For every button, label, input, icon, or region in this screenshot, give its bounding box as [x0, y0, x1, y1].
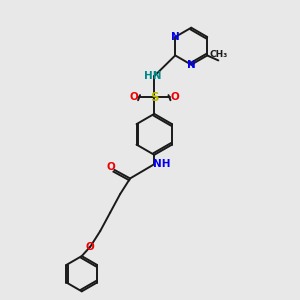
- Text: S: S: [150, 91, 158, 104]
- Text: O: O: [107, 162, 116, 172]
- Text: O: O: [85, 242, 94, 252]
- Text: O: O: [171, 92, 179, 102]
- Text: NH: NH: [153, 159, 171, 169]
- Text: O: O: [129, 92, 138, 102]
- Text: HN: HN: [144, 71, 162, 81]
- Text: N: N: [187, 60, 196, 70]
- Text: CH₃: CH₃: [209, 50, 227, 59]
- Text: N: N: [171, 32, 180, 42]
